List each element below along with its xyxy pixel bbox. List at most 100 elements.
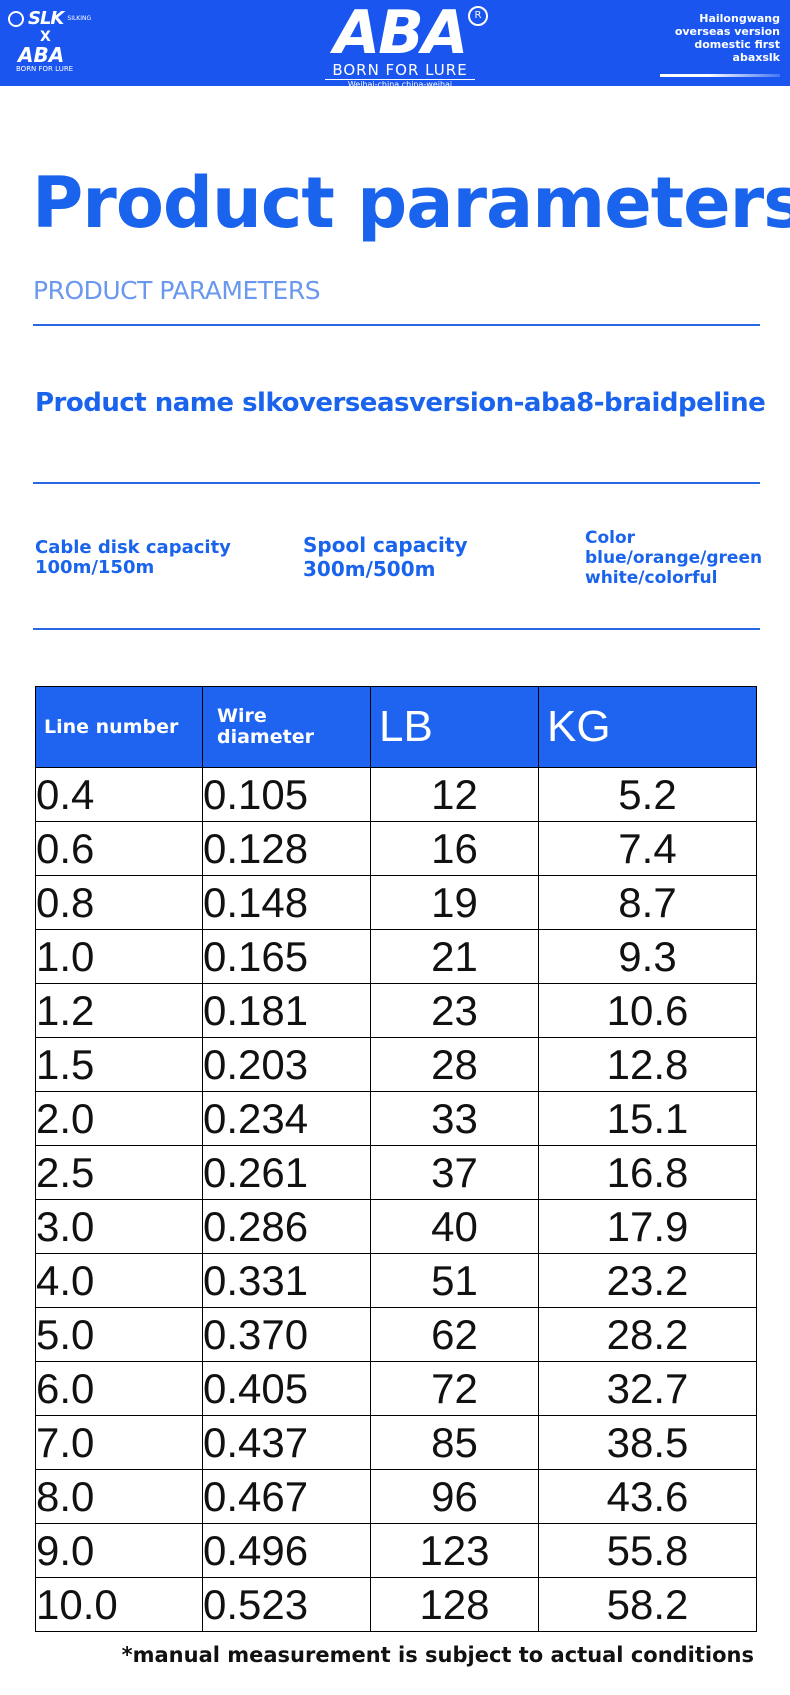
cell-kg: 23.2 xyxy=(538,1253,757,1308)
spec-value: blue/orange/green xyxy=(585,548,763,568)
cell-line-number: 1.5 xyxy=(35,1037,203,1092)
cell-kg: 10.6 xyxy=(538,983,757,1038)
header-banner: SLK SILKING X ABA BORN FOR LURE ABA R BO… xyxy=(0,0,790,89)
slk-logo-sub: SILKING xyxy=(67,15,92,22)
parameters-table: Line number Wire diameter LB KG 0.4 0.105… xyxy=(35,686,757,1632)
aba-small-logo-sub: BORN FOR LURE xyxy=(16,65,74,73)
cell-line-number: 1.0 xyxy=(35,929,203,984)
cell-line-number: 2.5 xyxy=(35,1145,203,1200)
cell-line-number: 3.0 xyxy=(35,1199,203,1254)
right-note-line: Hailongwang xyxy=(699,12,780,25)
cell-lb: 85 xyxy=(370,1415,539,1470)
spec-cable-capacity: Cable disk capacity 100m/150m xyxy=(35,538,231,578)
cell-lb: 72 xyxy=(370,1361,539,1416)
cell-lb: 16 xyxy=(370,821,539,876)
cell-wire-diameter: 0.467 xyxy=(202,1469,371,1524)
slk-logo-text: SLK xyxy=(28,8,64,29)
header-right-note: Hailongwang overseas version domestic fi… xyxy=(675,12,780,64)
cell-kg: 8.7 xyxy=(538,875,757,930)
product-name: Product name slkoverseasversion-aba8-bra… xyxy=(35,388,766,418)
table-row: 1.0 0.165 21 9.3 xyxy=(35,929,757,984)
cell-kg: 12.8 xyxy=(538,1037,757,1092)
cell-line-number: 7.0 xyxy=(35,1415,203,1470)
cell-line-number: 1.2 xyxy=(35,983,203,1038)
cell-wire-diameter: 0.405 xyxy=(202,1361,371,1416)
cell-kg: 32.7 xyxy=(538,1361,757,1416)
slk-aba-cobrand-logo: SLK SILKING X ABA BORN FOR LURE xyxy=(8,8,98,82)
divider-line xyxy=(33,324,760,326)
cell-kg: 43.6 xyxy=(538,1469,757,1524)
spec-color: Color blue/orange/green white/colorful xyxy=(585,528,762,588)
cell-kg: 5.2 xyxy=(538,767,757,822)
table-body: 0.4 0.105 12 5.2 0.6 0.128 16 7.4 0.8 0.148 19 8.7 1… xyxy=(35,767,757,1632)
cell-kg: 17.9 xyxy=(538,1199,757,1254)
spec-value: white/colorful xyxy=(585,568,718,588)
cell-lb: 123 xyxy=(370,1523,539,1578)
cell-kg: 9.3 xyxy=(538,929,757,984)
table-row: 2.0 0.234 33 15.1 xyxy=(35,1091,757,1146)
spec-spool-capacity: Spool capacity 300m/500m xyxy=(303,533,468,581)
aba-location: Weihai-china china-weihai xyxy=(325,79,475,90)
cell-wire-diameter: 0.203 xyxy=(202,1037,371,1092)
spec-value: 100m/150m xyxy=(35,557,155,578)
table-header-row: Line number Wire diameter LB KG xyxy=(35,686,757,768)
cell-line-number: 6.0 xyxy=(35,1361,203,1416)
cell-kg: 15.1 xyxy=(538,1091,757,1146)
cell-wire-diameter: 0.148 xyxy=(202,875,371,930)
table-row: 10.0 0.523 128 58.2 xyxy=(35,1577,757,1632)
cell-lb: 19 xyxy=(370,875,539,930)
cell-wire-diameter: 0.261 xyxy=(202,1145,371,1200)
cell-kg: 7.4 xyxy=(538,821,757,876)
column-header-line-number: Line number xyxy=(35,686,203,768)
page-title: Product parameters xyxy=(32,162,790,244)
cell-kg: 16.8 xyxy=(538,1145,757,1200)
right-note-line: overseas version xyxy=(674,25,780,38)
table-row: 2.5 0.261 37 16.8 xyxy=(35,1145,757,1200)
header-accent-line xyxy=(660,74,780,77)
table-row: 1.2 0.181 23 10.6 xyxy=(35,983,757,1038)
spec-label: Color xyxy=(585,528,636,548)
right-note-line: domestic first xyxy=(694,38,780,51)
footnote: *manual measurement is subject to actual… xyxy=(121,1643,754,1667)
cell-line-number: 5.0 xyxy=(35,1307,203,1362)
cobrand-x: X xyxy=(40,29,51,45)
cell-lb: 96 xyxy=(370,1469,539,1524)
page-subtitle: PRODUCT PARAMETERS xyxy=(33,276,321,305)
cell-lb: 40 xyxy=(370,1199,539,1254)
cell-line-number: 0.6 xyxy=(35,821,203,876)
cell-lb: 128 xyxy=(370,1577,539,1632)
cell-line-number: 0.8 xyxy=(35,875,203,930)
column-header-lb: LB xyxy=(370,686,539,768)
cell-wire-diameter: 0.437 xyxy=(202,1415,371,1470)
cell-lb: 62 xyxy=(370,1307,539,1362)
cell-line-number: 4.0 xyxy=(35,1253,203,1308)
table-row: 0.8 0.148 19 8.7 xyxy=(35,875,757,930)
cell-line-number: 8.0 xyxy=(35,1469,203,1524)
column-header-kg: KG xyxy=(538,686,757,768)
table-row: 1.5 0.203 28 12.8 xyxy=(35,1037,757,1092)
aba-logo-text: ABA xyxy=(333,0,469,68)
right-note-line: abaxslk xyxy=(732,51,780,64)
cell-wire-diameter: 0.370 xyxy=(202,1307,371,1362)
divider-line xyxy=(33,628,760,630)
cell-kg: 55.8 xyxy=(538,1523,757,1578)
cell-lb: 21 xyxy=(370,929,539,984)
cell-lb: 28 xyxy=(370,1037,539,1092)
cell-wire-diameter: 0.234 xyxy=(202,1091,371,1146)
cell-wire-diameter: 0.331 xyxy=(202,1253,371,1308)
aba-main-logo: ABA R BORN FOR LURE Weihai-china china-w… xyxy=(300,0,500,89)
cell-line-number: 2.0 xyxy=(35,1091,203,1146)
spec-value: 300m/500m xyxy=(303,557,436,581)
spec-label: Spool capacity xyxy=(303,533,468,557)
column-header-wire-diameter: Wire diameter xyxy=(202,686,371,768)
slk-globe-icon xyxy=(8,10,24,27)
table-row: 0.4 0.105 12 5.2 xyxy=(35,767,757,822)
cell-wire-diameter: 0.286 xyxy=(202,1199,371,1254)
cell-line-number: 0.4 xyxy=(35,767,203,822)
cell-line-number: 9.0 xyxy=(35,1523,203,1578)
aba-tagline: BORN FOR LURE xyxy=(332,61,468,79)
table-row: 0.6 0.128 16 7.4 xyxy=(35,821,757,876)
cell-wire-diameter: 0.181 xyxy=(202,983,371,1038)
spec-label: Cable disk capacity xyxy=(35,537,231,558)
cell-lb: 12 xyxy=(370,767,539,822)
